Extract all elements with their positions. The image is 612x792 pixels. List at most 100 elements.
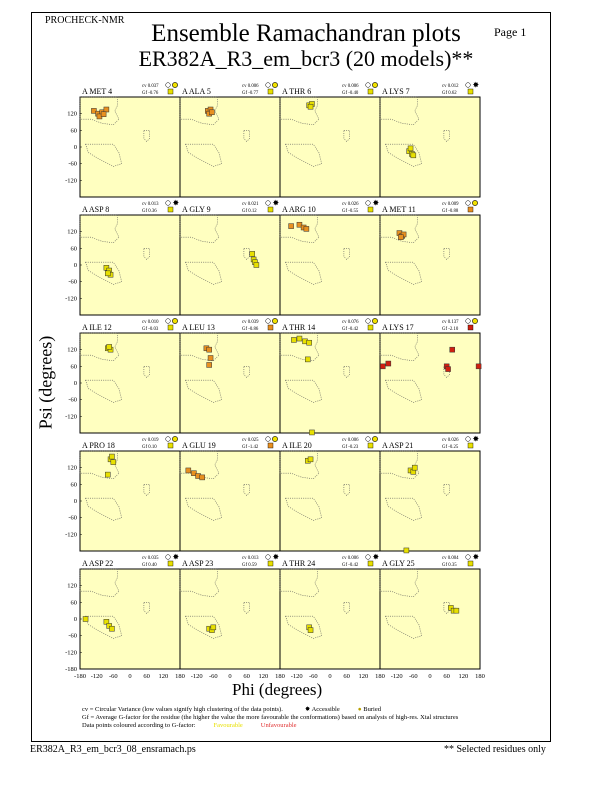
residue-label: A MET 11 — [382, 205, 416, 214]
data-point — [103, 619, 110, 625]
allowed-region-outline — [385, 143, 423, 167]
gf-value: Gf -0.42 — [342, 563, 359, 568]
x-tick-label: 120 — [258, 673, 268, 680]
allowed-region-outline — [443, 602, 450, 614]
data-point — [410, 152, 417, 159]
x-tick-label: 180 — [275, 673, 285, 680]
panel: A GLY 25 cv 0.004 Gf 0.35 ✸ -120 -60 0 60 120 180 — [379, 553, 485, 680]
allowed-region-outline — [143, 248, 150, 260]
gf-colour-swatch — [467, 88, 474, 95]
clock-icon — [265, 82, 271, 88]
x-tick-label: 0 — [328, 673, 331, 680]
legend-cv-text: cv = Circular Variance (low values signi… — [82, 706, 283, 713]
panel: A LEU 13 cv 0.039 Gf -0.86 — [179, 318, 281, 434]
allowed-region-outline — [243, 130, 250, 142]
page-title: Ensemble Ramachandran plots — [151, 20, 461, 47]
gf-colour-swatch — [467, 442, 474, 449]
data-point — [305, 356, 311, 363]
residue-label: A LEU 13 — [182, 323, 215, 332]
data-point — [403, 547, 410, 554]
x-tick-label: -60 — [309, 673, 318, 680]
y-tick-label: -120 — [65, 531, 77, 538]
data-point — [448, 605, 454, 611]
accessible-icon: ✸ — [473, 553, 480, 562]
gf-colour-swatch — [267, 88, 274, 95]
y-tick-label: -180 — [65, 666, 77, 673]
data-point — [445, 366, 451, 372]
x-tick-label: 60 — [243, 673, 250, 680]
data-point — [303, 226, 310, 232]
allowed-region-outline — [243, 366, 250, 378]
cv-value: cv 0.013 — [242, 556, 259, 561]
residue-label: A LYS 17 — [382, 323, 414, 332]
gf-colour-swatch — [467, 206, 474, 213]
allowed-region-outline — [285, 615, 323, 639]
data-point — [209, 109, 215, 116]
cv-value: cv 0.006 — [342, 438, 359, 443]
x-tick-label: -120 — [391, 673, 403, 680]
panel: A MET 4 cv 0.037 Gf -0.76 120 60 0 -60 -120 — [65, 82, 181, 198]
x-tick-label: 60 — [343, 673, 350, 680]
panel-plot-area — [379, 96, 481, 198]
clock-icon — [165, 554, 171, 560]
allowed-region-outline — [343, 484, 350, 496]
residue-label: A ALA 5 — [182, 87, 211, 96]
data-point — [411, 464, 418, 471]
data-point — [296, 221, 303, 228]
legend-colour: Data points coloured according to G-fact… — [82, 722, 297, 729]
allowed-region-outline — [85, 379, 123, 403]
allowed-region-outline — [243, 484, 250, 496]
gf-value: Gf -0.76 — [142, 91, 159, 96]
gf-colour-swatch — [367, 324, 374, 331]
accessible-icon: ✸ — [373, 553, 380, 562]
clock-icon — [165, 82, 171, 88]
allowed-region-outline — [85, 143, 123, 167]
residue-label: A ASP 8 — [82, 205, 109, 214]
clock-icon — [265, 200, 271, 206]
allowed-region-outline — [285, 143, 323, 167]
residue-label: A GLY 25 — [382, 559, 415, 568]
buried-icon — [172, 318, 178, 324]
buried-icon — [372, 82, 378, 88]
y-tick-label: -120 — [65, 295, 77, 302]
panel: A PRO 18 cv 0.019 Gf 0.10 120 60 0 -60 -120 — [65, 436, 181, 552]
gf-value: Gf -0.23 — [342, 445, 359, 450]
data-point — [103, 106, 110, 113]
data-point — [407, 145, 414, 152]
cv-value: cv 0.039 — [242, 320, 259, 325]
gf-colour-swatch — [367, 560, 374, 567]
data-point — [206, 346, 212, 353]
allowed-region-outline — [143, 484, 150, 496]
clock-icon — [365, 436, 371, 442]
clock-icon — [465, 554, 471, 560]
buried-icon — [372, 318, 378, 324]
allowed-region-outline — [185, 261, 223, 285]
data-point — [309, 429, 315, 436]
gf-colour-swatch — [467, 324, 474, 331]
clock-icon — [365, 318, 371, 324]
clock-icon — [265, 554, 271, 560]
data-point — [380, 363, 386, 370]
gf-value: Gf 0.40 — [142, 563, 157, 568]
buried-icon — [472, 318, 478, 324]
residue-label: A ARG 10 — [282, 205, 316, 214]
y-tick-label: 60 — [71, 245, 78, 252]
accessible-icon: ✸ — [173, 199, 180, 208]
residue-label: A ASP 22 — [82, 559, 113, 568]
y-tick-label: -60 — [68, 515, 77, 522]
y-tick-label: 0 — [74, 498, 77, 505]
x-axis-label: Phi (degrees) — [232, 680, 323, 699]
panel-plot-area — [179, 568, 281, 670]
x-tick-label: -60 — [409, 673, 418, 680]
panel: A ARG 10 cv 0.026 Gf -0.55 ✸ — [279, 199, 381, 316]
legend-favourable: Favourable — [213, 722, 243, 729]
panel: A LYS 7 cv 0.012 Gf 0.62 ✸ — [379, 81, 481, 198]
y-tick-label: -60 — [68, 633, 77, 640]
panel: A ASP 23 cv 0.013 Gf 0.59 ✸ -120 -60 0 60 120 180 — [179, 553, 285, 680]
allowed-region-outline — [85, 261, 123, 285]
data-point — [91, 108, 97, 114]
cv-value: cv 0.006 — [342, 84, 359, 89]
y-tick-label: 120 — [67, 347, 77, 354]
cv-value: cv 0.035 — [142, 556, 159, 561]
gf-value: Gf 0.59 — [242, 563, 257, 568]
